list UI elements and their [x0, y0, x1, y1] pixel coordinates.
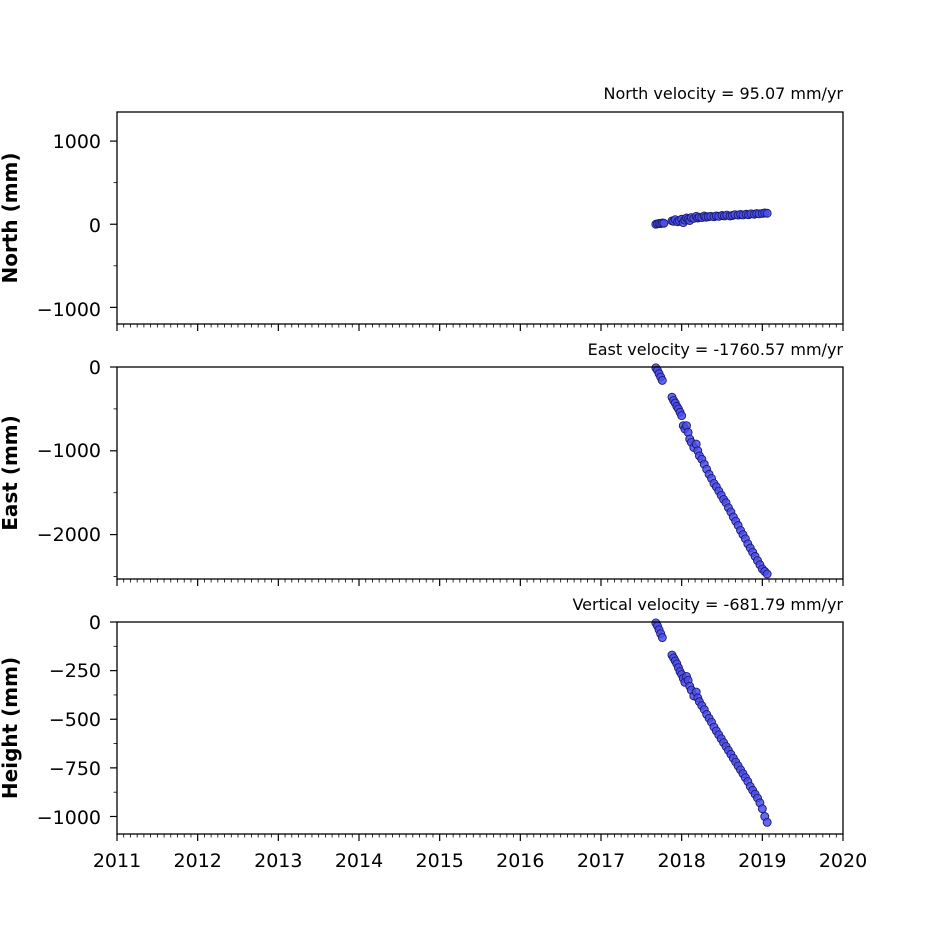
- east-yticks: −2000 −1000 0: [37, 357, 101, 546]
- north-data-point: [762, 208, 772, 218]
- east-plot-frame: [116, 366, 844, 580]
- east-panel: East velocity = -1760.57 mm/yr East (mm)…: [0, 340, 844, 586]
- north-yticks: −1000 0 1000: [37, 131, 101, 321]
- xtick-label-2016: 2016: [496, 850, 544, 872]
- xtick-label-2012: 2012: [174, 850, 222, 872]
- east-data-point: [762, 569, 772, 579]
- height-ytick-label: −500: [49, 709, 101, 731]
- height-data-point: [757, 804, 767, 814]
- north-ylabel: North (mm): [0, 152, 22, 283]
- east-data-point: [677, 411, 687, 421]
- height-plot-frame: [116, 621, 844, 835]
- xtick-label-2019: 2019: [738, 850, 786, 872]
- height-ylabel: Height (mm): [0, 657, 22, 799]
- east-title: East velocity = -1760.57 mm/yr: [588, 340, 844, 359]
- north-plot-frame: [116, 111, 844, 325]
- east-ytick-label: 0: [89, 357, 101, 379]
- xtick-label-2020: 2020: [819, 850, 867, 872]
- east-ylabel: East (mm): [0, 415, 22, 531]
- height-ytick-label: 0: [89, 612, 101, 634]
- xtick-label-2011: 2011: [93, 850, 141, 872]
- height-ytick-label: −1000: [37, 807, 101, 829]
- north-marks: [110, 140, 844, 331]
- north-ytick-label: 1000: [53, 131, 101, 153]
- xtick-label-2014: 2014: [335, 850, 383, 872]
- north-panel: North velocity = 95.07 mm/yr North (mm) …: [0, 84, 844, 331]
- height-marks: [110, 618, 844, 841]
- north-ytick-label: −1000: [37, 299, 101, 321]
- height-title: Vertical velocity = -681.79 mm/yr: [572, 595, 843, 614]
- height-ytick-label: −750: [49, 758, 101, 780]
- north-title: North velocity = 95.07 mm/yr: [604, 84, 844, 103]
- xtick-label-2015: 2015: [416, 850, 464, 872]
- east-data-point: [657, 375, 667, 385]
- height-xticks: 2011 2012 2013 2014 2015 2016 2017 2018 …: [93, 850, 867, 872]
- height-data-point: [762, 817, 772, 827]
- height-yticks: −1000 −750 −500 −250 0: [37, 612, 101, 829]
- east-ytick-label: −1000: [37, 440, 101, 462]
- xtick-label-2018: 2018: [658, 850, 706, 872]
- east-marks: [110, 363, 844, 586]
- height-panel: Vertical velocity = -681.79 mm/yr Height…: [0, 595, 867, 872]
- east-ytick-label: −2000: [37, 524, 101, 546]
- north-ytick-label: 0: [89, 215, 101, 237]
- height-ytick-label: −250: [49, 660, 101, 682]
- xtick-label-2013: 2013: [254, 850, 302, 872]
- north-data-point: [659, 218, 669, 228]
- height-data-point: [657, 633, 667, 643]
- xtick-label-2017: 2017: [577, 850, 625, 872]
